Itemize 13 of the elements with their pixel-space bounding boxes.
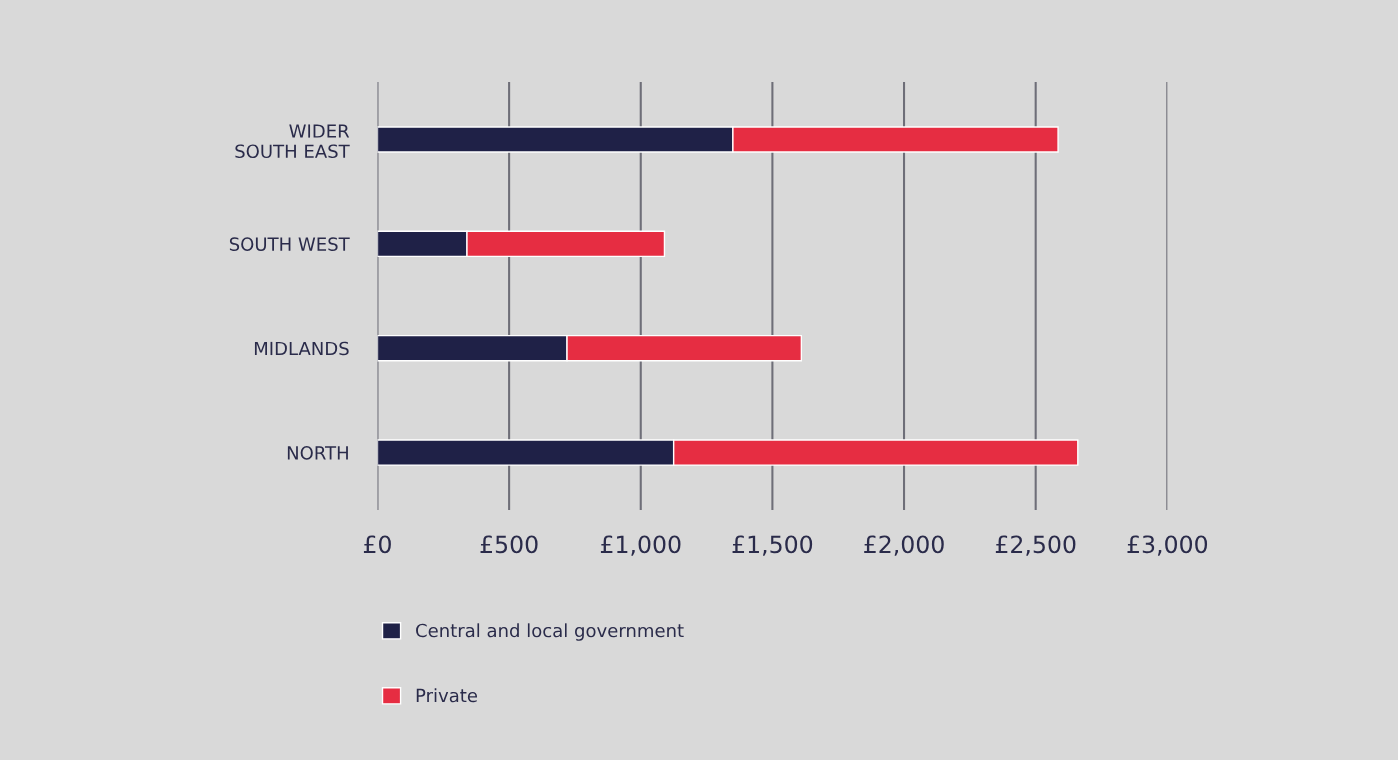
- x-tick-label: £2,500: [995, 535, 1076, 556]
- x-tick-label: £0: [363, 535, 391, 554]
- legend-label: Private: [416, 688, 478, 703]
- y-tick-label: MIDLANDS: [254, 341, 349, 356]
- x-tick-label: £500: [480, 535, 538, 554]
- x-tick-label: £2,000: [864, 535, 944, 556]
- x-tick-label: £1,500: [732, 535, 813, 556]
- x-tick-label: £3,000: [1127, 535, 1208, 556]
- legend-label: Central and local government: [416, 623, 684, 641]
- y-tick-label: SOUTH WEST: [229, 237, 350, 251]
- y-tick-label: WIDER SOUTH EAST: [235, 124, 350, 159]
- x-tick-label: £1,000: [600, 535, 681, 556]
- y-tick-label: NORTH: [287, 446, 348, 460]
